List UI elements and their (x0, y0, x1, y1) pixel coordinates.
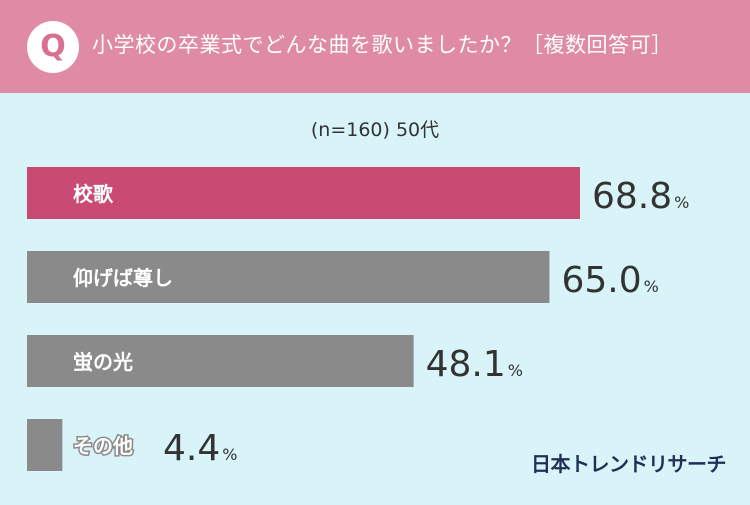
bar-label-1: 仰げば尊し (73, 266, 173, 290)
bar-label-0: 校歌 (73, 182, 114, 206)
brand-logo: 日本トレンドリサーチ (531, 452, 727, 476)
bar-value-number-0: 68.8 (592, 176, 672, 217)
question-header: Q 小学校の卒業式でどんな曲を歌いましたか？［複数回答可］ (0, 0, 750, 93)
bar-value-1: 65.0% (561, 260, 658, 301)
bar-3 (27, 419, 63, 471)
bar-value-unit-1: % (644, 277, 659, 296)
bar-0 (27, 167, 580, 219)
bar-value-2: 48.1% (426, 344, 523, 385)
bar-value-number-1: 65.0 (561, 260, 641, 301)
bar-label-2: 蛍の光 (73, 350, 133, 374)
question-text: 小学校の卒業式でどんな曲を歌いましたか？［複数回答可］ (92, 33, 673, 57)
bar-label-3: その他 (73, 434, 133, 458)
bar-value-3: 4.4% (163, 428, 237, 469)
bar-value-0: 68.8% (592, 176, 689, 217)
bar-1 (27, 251, 550, 303)
bar-value-unit-2: % (508, 361, 523, 380)
bar-value-number-3: 4.4 (163, 428, 220, 469)
q-badge-icon: Q (27, 21, 79, 73)
bar-value-unit-0: % (674, 193, 689, 212)
bar-value-number-2: 48.1 (426, 344, 506, 385)
sample-subtitle: (n=160) 50代 (310, 119, 440, 141)
bar-value-unit-3: % (222, 445, 237, 464)
bar-2 (27, 335, 414, 387)
